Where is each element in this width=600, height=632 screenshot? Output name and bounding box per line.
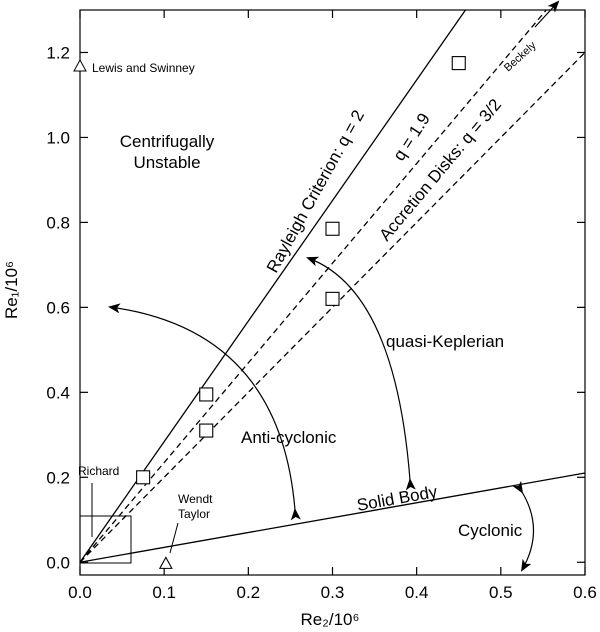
x-tick-label: 0.1 (152, 583, 176, 602)
square-marker (325, 291, 340, 306)
centrifugal-label-line2: Unstable (133, 153, 200, 172)
series-line-3 (79, 472, 586, 563)
accretion-label: Accretion Disks: q = 3/2 (376, 95, 506, 244)
y-tick-label: 0.6 (46, 298, 70, 317)
y-tick-label: 0.2 (46, 468, 70, 487)
x-tick-label: 0.4 (405, 583, 429, 602)
y-tick-label: 0.0 (46, 553, 70, 572)
wendt-label-line1: Wendt (178, 492, 213, 506)
y-tick-label: 1.2 (46, 43, 70, 62)
solid-body-label: Solid Body (355, 482, 439, 515)
arrow-cyclonic (512, 480, 535, 572)
x-tick-label: 0.6 (573, 583, 597, 602)
square-marker (136, 470, 151, 485)
y-tick-label: 0.4 (46, 383, 70, 402)
square-marker (325, 221, 340, 236)
arrow-anti-cyclonic-to-centrifugal (108, 303, 301, 521)
arrow-beckely (534, 0, 560, 28)
rayleigh-label: Rayleigh Criterion: q = 2 (263, 107, 368, 276)
y-axis-title: Re₁/10⁶ (2, 261, 21, 319)
x-tick-label: 0.5 (489, 583, 513, 602)
quasi-keplerian-label: quasi-Keplerian (386, 332, 504, 351)
centrifugal-label-line1: Centrifugally (120, 132, 215, 151)
wendt-label-line2: Taylor (178, 507, 210, 521)
triangle-marker (158, 556, 173, 569)
square-marker (199, 387, 214, 402)
wendt-pointer (169, 522, 179, 554)
square-marker (199, 423, 214, 438)
anti-cyclonic-label: Anti-cyclonic (241, 428, 337, 447)
y-axis-ticks: 0.0 0.2 0.4 0.6 0.8 1.0 1.2 (46, 43, 585, 572)
series-lines (79, 9, 586, 563)
y-tick-label: 0.8 (46, 213, 70, 232)
x-tick-label: 0.2 (237, 583, 261, 602)
y-tick-label: 1.0 (46, 128, 70, 147)
x-axis-title: Re₂/10⁶ (301, 610, 360, 629)
arrow-quasi-keplerian (306, 256, 416, 491)
legend-triangle-marker (73, 58, 87, 72)
x-axis-ticks: 0.0 0.1 0.2 0.3 0.4 0.5 0.6 (68, 10, 597, 602)
legend-lewis-swinney-label: Lewis and Swinney (92, 61, 195, 75)
richard-label: Richard (78, 464, 119, 478)
x-tick-label: 0.0 (68, 583, 92, 602)
square-marker (451, 56, 466, 71)
q19-label: q = 1.9 (389, 110, 434, 164)
x-tick-label: 0.3 (321, 583, 345, 602)
cyclonic-label: Cyclonic (458, 521, 523, 540)
richard-region-box (79, 515, 132, 564)
